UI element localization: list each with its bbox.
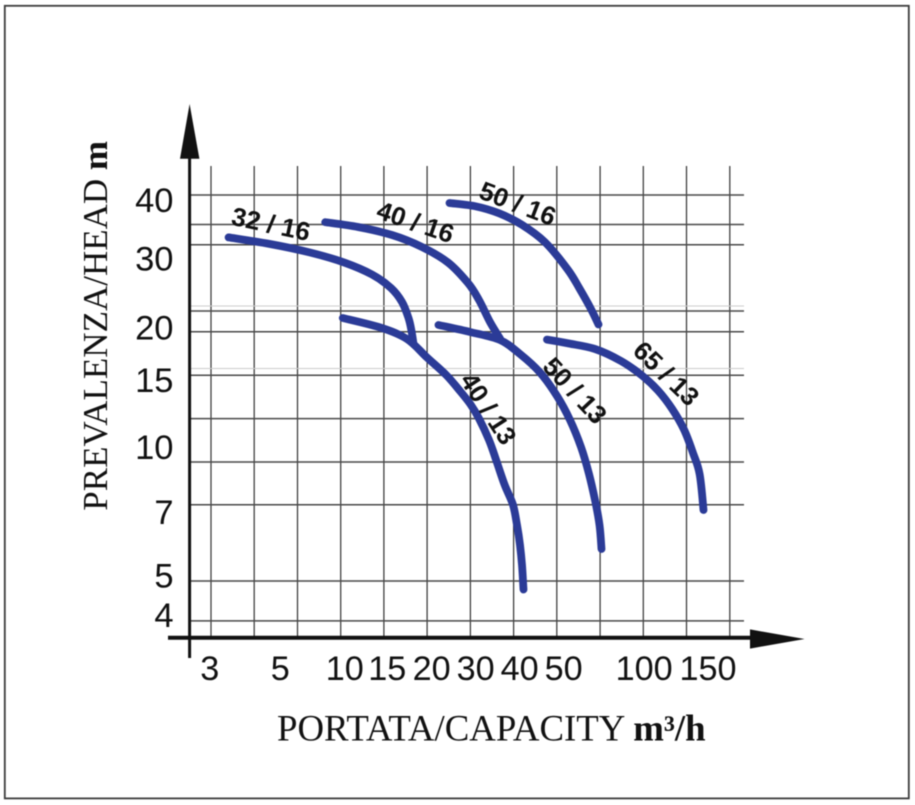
- svg-text:40: 40: [501, 650, 539, 688]
- svg-text:PORTATA/CAPACITY m³/h: PORTATA/CAPACITY m³/h: [277, 708, 706, 749]
- svg-text:150: 150: [679, 650, 736, 688]
- svg-text:4: 4: [154, 597, 173, 635]
- svg-text:15: 15: [368, 650, 406, 688]
- svg-text:30: 30: [135, 241, 173, 279]
- svg-text:10: 10: [326, 650, 364, 688]
- svg-text:3: 3: [200, 650, 219, 688]
- svg-text:20: 20: [135, 310, 173, 348]
- svg-text:10: 10: [135, 429, 173, 467]
- svg-text:40: 40: [135, 182, 173, 220]
- svg-text:5: 5: [271, 650, 290, 688]
- svg-text:15: 15: [135, 362, 173, 400]
- svg-text:30: 30: [457, 650, 495, 688]
- svg-text:7: 7: [154, 494, 173, 532]
- svg-text:100: 100: [616, 650, 673, 688]
- svg-text:50: 50: [545, 650, 583, 688]
- svg-text:20: 20: [413, 650, 451, 688]
- svg-text:PREVALENZA/HEAD m: PREVALENZA/HEAD m: [76, 141, 115, 511]
- svg-text:5: 5: [154, 557, 173, 595]
